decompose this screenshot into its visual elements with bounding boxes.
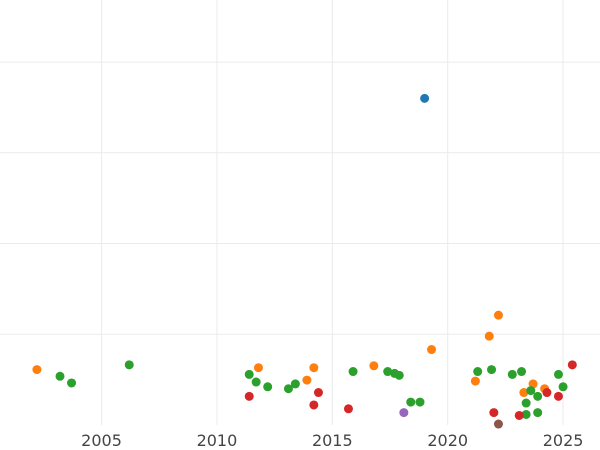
data-point-orange	[32, 365, 42, 375]
data-point-red	[244, 391, 254, 401]
x-tick-label: 2005	[81, 431, 122, 450]
data-point-green	[55, 371, 65, 381]
data-point-orange	[302, 375, 312, 385]
data-point-green	[124, 360, 134, 370]
data-point-brown	[493, 419, 503, 429]
data-point-green	[533, 391, 543, 401]
data-point-green	[473, 367, 483, 377]
x-tick-label: 2015	[312, 431, 353, 450]
data-point-orange	[484, 331, 494, 341]
data-point-orange	[470, 376, 480, 386]
data-point-green	[521, 409, 531, 419]
data-point-green	[263, 382, 273, 392]
data-point-orange	[493, 310, 503, 320]
data-point-green	[517, 367, 527, 377]
data-point-green	[244, 369, 254, 379]
data-point-red	[489, 408, 499, 418]
data-point-green	[558, 382, 568, 392]
data-point-orange	[369, 361, 379, 371]
data-point-orange	[519, 388, 529, 398]
data-point-green	[348, 367, 358, 377]
data-point-green	[290, 379, 300, 389]
data-point-blue	[420, 93, 430, 103]
data-point-green	[283, 384, 293, 394]
data-point-red	[553, 391, 563, 401]
data-point-green	[383, 367, 393, 377]
data-point-red	[542, 388, 552, 398]
x-axis-tick-labels: 2005 2010 2015 2020 2025	[81, 431, 583, 450]
x-tick-label: 2010	[197, 431, 238, 450]
data-point-green	[415, 397, 425, 407]
data-points	[32, 93, 577, 429]
data-point-green	[394, 370, 404, 380]
data-point-red	[514, 410, 524, 420]
data-point-green	[406, 397, 416, 407]
data-point-red	[309, 400, 319, 410]
x-tick-label: 2025	[543, 431, 584, 450]
data-point-green	[487, 365, 497, 375]
data-point-orange	[253, 363, 263, 373]
x-tick-label: 2020	[427, 431, 468, 450]
data-point-red	[313, 388, 323, 398]
data-point-green	[251, 377, 261, 387]
data-point-green	[533, 408, 543, 418]
data-point-green	[507, 369, 517, 379]
data-point-red	[343, 404, 353, 414]
data-point-green	[521, 398, 531, 408]
data-point-orange	[309, 363, 319, 373]
data-point-purple	[399, 408, 409, 418]
data-point-red	[567, 360, 577, 370]
data-point-green	[526, 386, 536, 396]
data-point-green	[67, 378, 77, 388]
data-point-green	[553, 369, 563, 379]
data-point-orange	[427, 345, 437, 355]
gridlines	[0, 0, 600, 425]
